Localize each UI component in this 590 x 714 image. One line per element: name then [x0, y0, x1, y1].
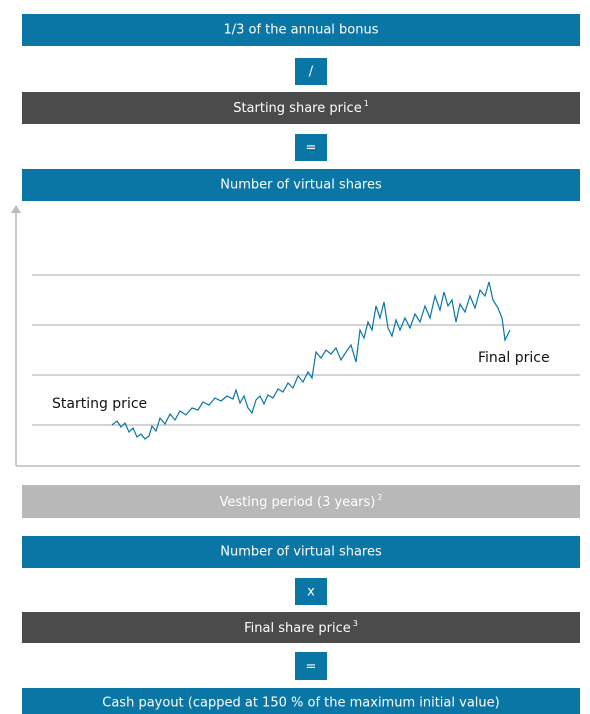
- footnote: 2: [377, 493, 382, 502]
- step-text: Final share price: [244, 621, 351, 636]
- teal-bar: [22, 536, 580, 568]
- step-text: Vesting period (3 years): [220, 495, 376, 510]
- teal-bar: [22, 14, 580, 46]
- operator-box: [295, 134, 327, 161]
- teal-bar: [22, 169, 580, 201]
- gray-bar: [22, 485, 580, 518]
- operator-box: [295, 652, 327, 680]
- step-label: 1/3 of the annual bonus: [223, 23, 378, 38]
- operator-box: [295, 578, 327, 605]
- step-label: Vesting period (3 years) 2: [220, 493, 383, 510]
- step-label: Number of virtual shares: [220, 178, 382, 193]
- step-label: Final share price 3: [244, 619, 358, 636]
- operator: =: [306, 141, 317, 156]
- end-label: Final price: [478, 350, 550, 366]
- operator: /: [309, 65, 314, 80]
- axis-arrow: [11, 205, 21, 213]
- dark-bar: [22, 612, 580, 643]
- dark-bar: [22, 92, 580, 124]
- footnote: 1: [364, 99, 369, 108]
- step-label: Starting share price 1: [233, 99, 369, 116]
- step-text: Starting share price: [233, 101, 362, 116]
- step-label: Number of virtual shares: [220, 545, 382, 560]
- start-label: Starting price: [52, 396, 147, 412]
- step-label: Cash payout (capped at 150 % of the maxi…: [102, 696, 499, 711]
- operator-box: [295, 58, 327, 85]
- teal-bar: [22, 688, 580, 714]
- footnote: 3: [353, 619, 358, 628]
- illustration: Starting price Final price: [11, 205, 580, 467]
- price-line: [111, 281, 511, 440]
- operator: =: [306, 660, 317, 675]
- operator: x: [307, 585, 315, 600]
